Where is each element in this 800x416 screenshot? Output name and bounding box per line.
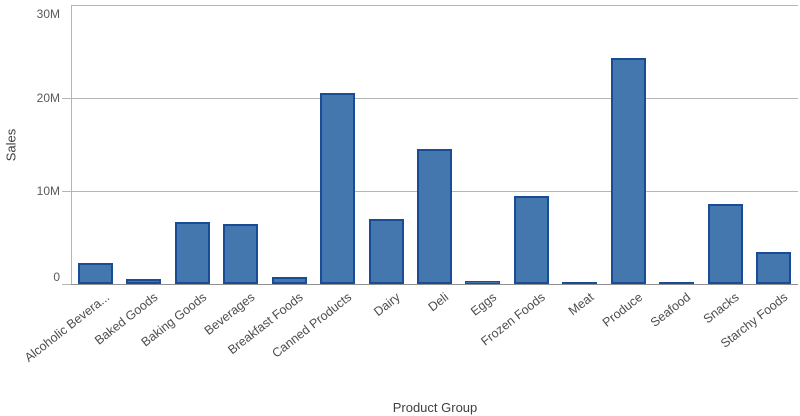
bar-produce[interactable] (611, 58, 646, 284)
bar-baking-goods[interactable] (175, 222, 210, 284)
y-tick-label-30m: 30M (36, 7, 60, 21)
y-tick-label-20m: 20M (36, 91, 60, 105)
bar-meat[interactable] (562, 282, 597, 284)
bar-canned-products[interactable] (320, 93, 355, 284)
bar-alcoholic-bevera[interactable] (78, 263, 113, 284)
bar-baked-goods[interactable] (126, 279, 161, 284)
bar-deli[interactable] (417, 149, 452, 284)
gridline-20m (71, 98, 798, 99)
x-label-produce[interactable]: Produce (599, 290, 645, 330)
x-axis-line (71, 284, 798, 285)
y-tick-mark-10m (62, 191, 71, 192)
x-label-meat[interactable]: Meat (566, 290, 597, 319)
bar-beverages[interactable] (223, 224, 258, 284)
x-label-deli[interactable]: Deli (425, 290, 452, 315)
bar-seafood[interactable] (659, 282, 694, 284)
bar-starchy-foods[interactable] (756, 252, 791, 284)
y-axis-title: Sales (3, 128, 19, 162)
gridline-30m (71, 5, 798, 6)
bar-snacks[interactable] (708, 204, 743, 284)
bar-dairy[interactable] (369, 219, 404, 284)
y-tick-mark-20m (62, 98, 71, 99)
y-axis-line (71, 5, 72, 285)
x-label-dairy[interactable]: Dairy (371, 290, 403, 319)
x-label-snacks[interactable]: Snacks (701, 290, 742, 327)
x-axis-title: Product Group (392, 400, 478, 415)
bar-eggs[interactable] (465, 281, 500, 284)
x-label-seafood[interactable]: Seafood (648, 290, 694, 330)
bar-breakfast-foods[interactable] (272, 277, 307, 284)
y-tick-mark-0 (62, 284, 71, 285)
y-tick-label-10m: 10M (36, 184, 60, 198)
bar-frozen-foods[interactable] (514, 196, 549, 284)
y-tick-label-0: 0 (53, 270, 60, 284)
x-label-alcoholic-bevera[interactable]: Alcoholic Bevera... (21, 290, 112, 365)
x-label-eggs[interactable]: Eggs (468, 290, 500, 319)
